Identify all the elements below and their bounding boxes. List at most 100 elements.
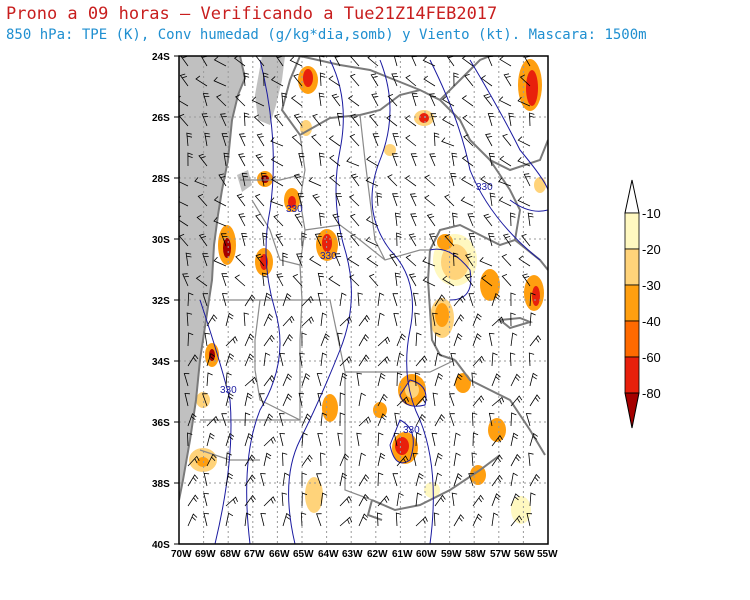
wind-barb	[244, 333, 255, 347]
wind-barb	[318, 152, 325, 167]
country-borders	[179, 56, 548, 521]
wind-barb	[274, 113, 284, 127]
wind-barb	[358, 392, 366, 407]
wind-barb	[329, 174, 341, 187]
wind-barb	[260, 172, 268, 187]
lat-label-40s: 40S	[152, 540, 170, 551]
wind-barb	[529, 394, 541, 407]
wind-barb	[179, 73, 189, 87]
wind-barb	[396, 492, 404, 507]
lat-label-38s: 38S	[152, 479, 170, 490]
wind-barb	[394, 272, 401, 287]
contour-label-330-a: 330	[320, 251, 337, 262]
lon-label-60w: 60W	[416, 549, 437, 560]
wind-barb	[238, 133, 246, 147]
wind-barb	[220, 113, 227, 127]
wind-barb	[220, 233, 228, 247]
wind-barb	[491, 316, 504, 327]
wind-barb	[529, 112, 535, 127]
wind-barb	[282, 293, 292, 307]
wind-barb	[377, 312, 385, 327]
wind-barb	[422, 257, 436, 267]
wind-barb	[187, 332, 194, 347]
wind-barb	[453, 72, 459, 87]
wind-barb	[225, 496, 238, 507]
wind-barb	[311, 134, 322, 147]
map-area: 330 330 330 330 330	[179, 56, 548, 544]
wind-barb	[339, 495, 352, 507]
wind-barb	[415, 432, 422, 447]
colorbar-swatch-4	[624, 320, 640, 358]
wind-barb	[393, 432, 400, 447]
wind-barb	[213, 76, 227, 87]
wind-barb	[529, 372, 538, 387]
wind-barb	[235, 254, 246, 267]
wind-barb	[241, 172, 248, 187]
wind-barb	[528, 352, 535, 367]
wind-barb	[203, 472, 210, 487]
wind-barb	[301, 413, 312, 427]
wind-barb	[244, 474, 256, 487]
wind-barb	[483, 93, 493, 107]
wind-barb	[356, 372, 362, 387]
wind-barb	[263, 72, 269, 87]
map-title: Prono a 09 horas — Verificando a Tue21Z1…	[6, 4, 498, 24]
wind-barb	[522, 273, 531, 287]
wind-barb	[508, 112, 515, 127]
wind-barb	[404, 175, 417, 187]
wind-barb	[415, 492, 423, 507]
wind-barb	[424, 174, 436, 187]
wind-barb	[377, 413, 387, 427]
wind-barb	[468, 473, 474, 487]
wind-barb	[405, 134, 417, 147]
contour-label-330-d: 330	[220, 385, 237, 396]
wind-barb	[510, 432, 519, 447]
wind-barb	[527, 212, 534, 227]
wind-barb	[282, 512, 291, 527]
wind-barb	[183, 373, 190, 387]
wind-barb	[366, 155, 379, 167]
wind-barb	[392, 133, 399, 147]
wind-barb	[391, 73, 399, 87]
wind-barb	[296, 253, 303, 267]
wind-barb	[453, 432, 461, 447]
wind-barb	[449, 413, 455, 427]
wind-barb	[263, 352, 271, 367]
wind-barb	[463, 134, 474, 147]
wind-barb	[301, 432, 308, 447]
wind-barb	[317, 432, 323, 447]
wind-barb	[452, 212, 458, 227]
wind-barb	[282, 252, 288, 267]
wind-barb	[328, 135, 341, 147]
wind-barb	[405, 254, 417, 267]
wind-barb	[468, 293, 475, 307]
wind-barb	[350, 173, 360, 187]
wind-barb	[223, 152, 230, 167]
wind-barb	[434, 414, 445, 427]
lon-label-64w: 64W	[318, 549, 339, 560]
wind-barb	[184, 392, 190, 407]
wind-barb	[480, 175, 493, 187]
lon-label-62w: 62W	[367, 549, 388, 560]
wind-barb	[498, 177, 512, 187]
wind-barb	[206, 453, 217, 467]
wind-barb	[453, 452, 461, 467]
wind-barb	[488, 412, 495, 427]
wind-barb	[372, 133, 380, 147]
wind-barb	[282, 393, 293, 407]
wind-barb	[414, 312, 420, 327]
wind-barb	[276, 273, 284, 287]
wind-barb	[349, 274, 360, 287]
wind-barb	[259, 393, 265, 407]
wind-barb	[278, 413, 285, 427]
wind-barb	[328, 275, 341, 287]
wind-barb	[479, 257, 493, 267]
wind-barb	[502, 133, 512, 147]
wind-barb	[358, 474, 370, 487]
wind-barb	[472, 513, 483, 527]
wind-barb	[367, 56, 379, 67]
wind-barb	[203, 492, 209, 507]
wind-barb	[387, 94, 398, 107]
wind-barb	[329, 154, 341, 167]
wind-barb	[472, 432, 479, 447]
